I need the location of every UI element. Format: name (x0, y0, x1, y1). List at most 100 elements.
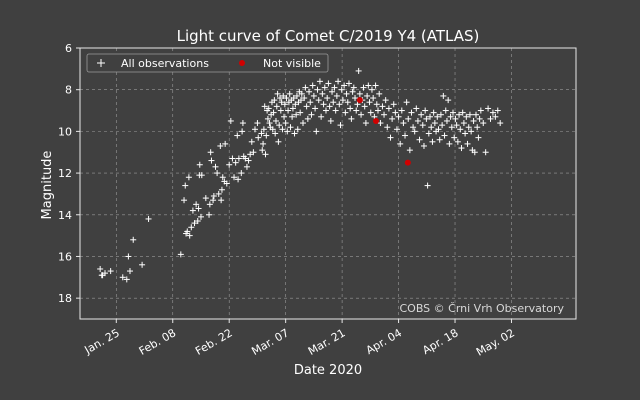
observation-point (181, 197, 188, 204)
observation-point (411, 128, 418, 135)
observation-point (440, 92, 447, 99)
observation-point (202, 195, 209, 202)
observation-point (197, 213, 204, 220)
observation-point (320, 101, 327, 108)
legend-marker-all-observations (97, 59, 105, 67)
observation-point (431, 120, 438, 127)
observation-point (459, 109, 466, 116)
observation-point (448, 124, 455, 131)
observation-point (376, 90, 383, 97)
observation-point (330, 99, 337, 106)
observation-point (352, 95, 359, 102)
observation-series (97, 67, 504, 283)
legend-box (86, 53, 329, 73)
observation-point (370, 95, 377, 102)
observation-point (447, 113, 454, 120)
y-tick-label: 14 (58, 209, 72, 222)
observation-point (385, 105, 392, 112)
observation-point (443, 117, 450, 124)
observation-point (335, 78, 342, 85)
observation-point (218, 186, 225, 193)
x-tick-label: May. 02 (474, 326, 517, 358)
observation-point (281, 101, 288, 108)
observation-point (452, 115, 459, 122)
observation-point (476, 115, 483, 122)
observation-point (408, 109, 415, 116)
legend-label-all-observations: All observations (121, 57, 209, 70)
observation-point (123, 276, 130, 283)
observation-point (430, 109, 437, 116)
observation-point (360, 84, 367, 91)
observation-point (196, 161, 203, 168)
observation-point (218, 197, 225, 204)
observation-point (474, 124, 481, 131)
observation-point (315, 97, 322, 104)
observation-point (145, 215, 152, 222)
x-tick-label: Mar. 07 (249, 326, 291, 358)
observation-point (223, 180, 230, 187)
not-visible-point (372, 117, 379, 124)
observation-point (307, 99, 314, 106)
observation-point (470, 117, 477, 124)
observation-point (337, 122, 344, 129)
observation-point (182, 182, 189, 189)
observation-point (471, 149, 478, 156)
observation-point (338, 86, 345, 93)
observation-point (231, 174, 238, 181)
observation-point (254, 120, 261, 127)
observation-point (365, 82, 372, 89)
observation-point (274, 90, 281, 97)
observation-point (291, 130, 298, 137)
observation-point (413, 105, 420, 112)
legend: All observations Not visible (86, 53, 329, 73)
observation-point (389, 115, 396, 122)
observation-point (398, 107, 405, 114)
observation-point (304, 115, 311, 122)
observation-point (356, 90, 363, 97)
observation-point (177, 251, 184, 258)
observation-point (119, 274, 126, 281)
observation-point (400, 120, 407, 127)
observation-point (242, 155, 249, 162)
observation-point (248, 138, 255, 145)
observation-point (195, 205, 202, 212)
observation-point (263, 132, 270, 139)
observation-point (420, 142, 427, 149)
observation-point (319, 90, 326, 97)
observation-point (410, 124, 417, 131)
observation-point (198, 172, 205, 179)
observation-point (277, 107, 284, 114)
observation-point (247, 151, 254, 158)
observation-point (436, 136, 443, 143)
observation-point (289, 113, 296, 120)
observation-point (379, 103, 386, 110)
not-visible-series (356, 97, 411, 166)
observation-point (287, 124, 294, 131)
observation-point (475, 134, 482, 141)
observation-point (428, 124, 435, 131)
observation-point (130, 236, 137, 243)
observation-point (275, 138, 282, 145)
observation-point (466, 111, 473, 118)
observation-point (348, 115, 355, 122)
observation-point (465, 124, 472, 131)
observation-point (265, 105, 272, 112)
observation-point (184, 228, 191, 235)
x-axis: Jan. 25 Feb. 08 Feb. 22 Mar. 07 Mar. 21 Apr. … (82, 319, 517, 359)
observation-point (419, 122, 426, 129)
y-axis-label: Magnitude (40, 151, 55, 220)
observation-point (354, 101, 361, 108)
observation-point (281, 113, 288, 120)
observation-point (462, 130, 469, 137)
y-axis: 6 8 10 12 14 16 18 (58, 42, 80, 305)
observation-point (185, 174, 192, 181)
y-tick-label: 10 (58, 125, 72, 138)
observation-point (397, 140, 404, 147)
observation-point (286, 90, 293, 97)
observation-point (458, 145, 465, 152)
observation-point (336, 101, 343, 108)
observation-point (214, 170, 221, 177)
observation-point (331, 84, 338, 91)
observation-point (222, 140, 229, 147)
